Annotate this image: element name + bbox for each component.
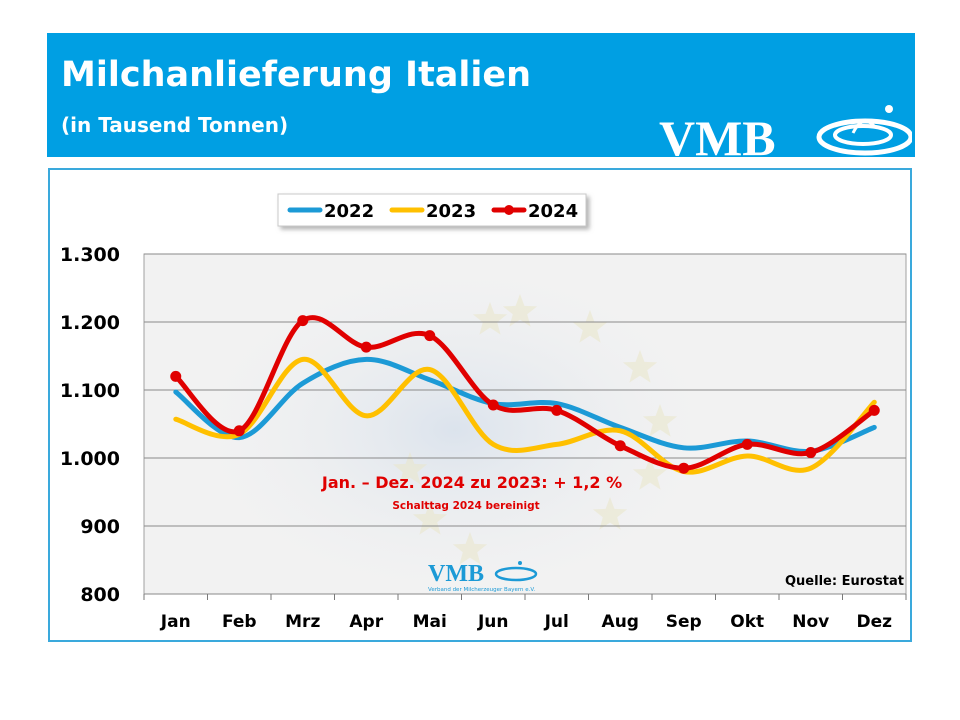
point-2024-apr: [360, 341, 372, 353]
point-2024-feb: [233, 425, 245, 437]
point-2024-okt: [741, 438, 753, 450]
x-tick-label-jun: Jun: [477, 612, 509, 632]
y-axis-tick-labels: 1.300 1.200 1.100 1.000 900 800: [60, 244, 120, 606]
x-tick-label-dez: Dez: [856, 612, 892, 632]
eu-star-3: [642, 404, 678, 437]
legend-marker-2024: [504, 205, 514, 215]
vmb-watermark-swirl-icon: [494, 566, 538, 582]
y-tick-label: 1.300: [60, 244, 120, 266]
point-2024-nov: [805, 447, 817, 459]
y-tick-label: 900: [80, 516, 120, 538]
point-2024-jun: [487, 399, 499, 411]
x-tick-label-mrz: Mrz: [285, 612, 320, 632]
x-tick-label-feb: Feb: [222, 612, 257, 632]
y-tick-label: 1.000: [60, 448, 120, 470]
vmb-watermark-tagline: Verband der Milcherzeuger Bayern e.V.: [428, 587, 535, 593]
point-2024-dez: [868, 404, 880, 416]
point-2024-jul: [551, 404, 563, 416]
series-line-2023: [173, 356, 877, 475]
y-tick-label: 1.100: [60, 380, 120, 402]
y-tick-label: 800: [80, 584, 120, 606]
series-lines: [170, 315, 880, 475]
point-2024-jan: [170, 370, 182, 382]
eu-star-5: [392, 452, 428, 485]
legend-label-2024: 2024: [528, 201, 578, 222]
source-label: Quelle: Eurostat: [785, 574, 904, 589]
eu-star-7: [592, 497, 628, 530]
vmb-watermark-text: VMB: [428, 561, 484, 587]
eu-star-2: [622, 350, 658, 383]
point-2024-sep: [678, 462, 690, 474]
x-tick-label-jan: Jan: [160, 612, 191, 632]
x-tick-label-aug: Aug: [602, 612, 639, 632]
page-title: Milchanlieferung Italien: [61, 55, 532, 95]
point-2024-aug: [614, 440, 626, 452]
point-2024-mai: [424, 330, 436, 342]
eu-star-8: [452, 532, 488, 565]
x-axis-tick-labels: Jan Feb Mrz Apr Mai Jun Jul Aug Sep Okt Nov Dez: [160, 612, 892, 632]
x-tick-label-nov: Nov: [792, 612, 829, 632]
x-tick-label-apr: Apr: [349, 612, 383, 632]
vmb-swirl-icon: [816, 105, 912, 156]
eu-star-4: [472, 302, 508, 335]
eu-star-1: [572, 310, 608, 343]
x-tick-label-jul: Jul: [544, 612, 569, 632]
page-subtitle: (in Tausend Tonnen): [61, 113, 289, 137]
annotation-yoy-change: Jan. – Dez. 2024 zu 2023: + 1,2 %: [321, 473, 622, 492]
eu-star-9: [632, 457, 668, 490]
vmb-logo: VMB: [659, 105, 912, 157]
x-tick-label-mai: Mai: [413, 612, 447, 632]
x-tick-label-sep: Sep: [666, 612, 702, 632]
eu-star-6: [412, 502, 448, 535]
x-tick-label-okt: Okt: [730, 612, 764, 632]
vmb-watermark-logo: VMB Verband der Milcherzeuger Bayern e.V…: [428, 561, 538, 593]
y-tick-label: 1.200: [60, 312, 120, 334]
eu-star-0: [502, 294, 538, 327]
legend-label-2023: 2023: [426, 201, 476, 222]
eu-stars-watermark: [392, 294, 678, 565]
header-banner: Milchanlieferung Italien (in Tausend Ton…: [47, 33, 915, 157]
annotation-leap-day: Schalttag 2024 bereinigt: [392, 500, 539, 512]
vmb-logo-text: VMB: [659, 110, 776, 157]
x-axis-ticks: [143, 594, 907, 600]
legend: [277, 193, 587, 227]
chart-frame: 1.300 1.200 1.100 1.000 900 800 Jan Feb Mrz Apr M…: [48, 168, 912, 642]
legend-items: 2022 2023 2024: [287, 201, 578, 222]
milk-delivery-chart: 1.300 1.200 1.100 1.000 900 800 Jan Feb Mrz Apr M…: [60, 193, 907, 632]
legend-label-2022: 2022: [324, 201, 374, 222]
point-2024-mrz: [297, 315, 309, 327]
